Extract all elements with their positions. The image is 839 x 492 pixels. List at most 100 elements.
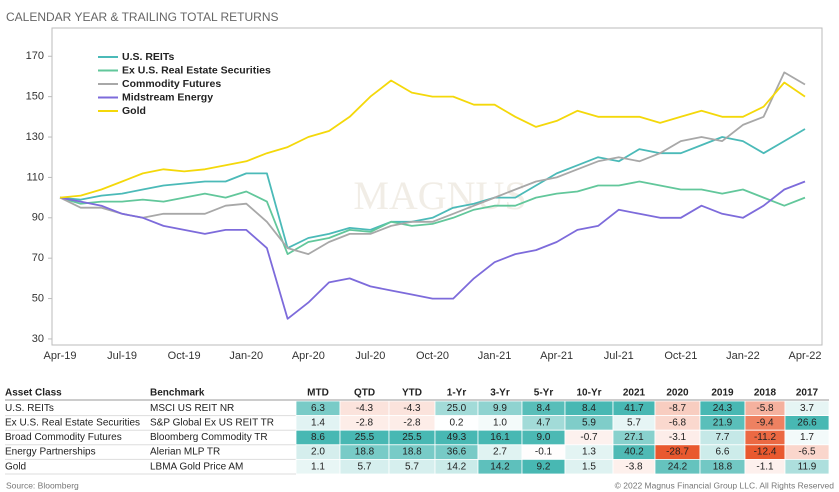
column-header: 5-Yr <box>534 388 554 399</box>
legend-label: Ex U.S. Real Estate Securities <box>122 64 271 76</box>
table-value: 40.2 <box>624 447 644 458</box>
x-tick-label: Jul-20 <box>355 350 385 362</box>
y-tick-label: 90 <box>32 212 44 224</box>
column-header: 10-Yr <box>576 388 601 399</box>
x-tick-label: Apr-22 <box>788 350 821 362</box>
legend-label: U.S. REITs <box>122 51 174 63</box>
asset-class: Gold <box>5 461 26 472</box>
asset-class: U.S. REITs <box>5 403 54 414</box>
y-tick-label: 50 <box>32 292 44 304</box>
series-line <box>59 71 806 255</box>
x-tick-label: Apr-19 <box>43 350 76 362</box>
series-line <box>59 79 806 199</box>
source: Source: Bloomberg <box>6 480 79 490</box>
benchmark: Alerian MLP TR <box>150 447 220 458</box>
x-tick-label: Apr-21 <box>540 350 573 362</box>
table-value: -1.1 <box>756 461 774 472</box>
table-value: -6.8 <box>669 418 687 429</box>
table-value: 9.0 <box>537 432 551 443</box>
page-title: CALENDAR YEAR & TRAILING TOTAL RETURNS <box>6 10 279 24</box>
column-header: 2020 <box>666 388 689 399</box>
y-tick-label: 110 <box>26 171 44 183</box>
table-value: 1.5 <box>582 461 596 472</box>
table-value: 4.7 <box>537 418 551 429</box>
table-value: -5.8 <box>756 403 774 414</box>
table-value: -2.8 <box>403 418 421 429</box>
table-value: 18.8 <box>402 447 422 458</box>
table-value: 1.3 <box>582 447 596 458</box>
x-tick-label: Apr-20 <box>292 350 325 362</box>
table-value: -3.1 <box>669 432 687 443</box>
benchmark: S&P Global Ex US REIT TR <box>150 418 274 429</box>
asset-class: Ex U.S. Real Estate Securities <box>5 418 140 429</box>
table-value: 7.7 <box>716 432 730 443</box>
table-value: -11.2 <box>754 432 776 443</box>
y-tick-label: 170 <box>26 50 44 62</box>
table-value: -2.8 <box>356 418 374 429</box>
table-value: 24.2 <box>668 461 688 472</box>
table-value: 14.2 <box>447 461 467 472</box>
x-tick-label: Jan-22 <box>726 350 760 362</box>
heat-cell <box>784 458 830 475</box>
table-value: 16.1 <box>490 432 510 443</box>
column-header: Asset Class <box>5 388 62 399</box>
plot-frame <box>51 27 823 346</box>
table-value: 9.9 <box>493 403 507 414</box>
x-tick-label: Oct-21 <box>664 350 697 362</box>
table-value: 5.7 <box>627 418 641 429</box>
x-tick-label: Jan-21 <box>478 350 512 362</box>
x-tick-label: Jan-20 <box>229 350 263 362</box>
table-value: -28.7 <box>666 447 689 458</box>
table-value: 5.9 <box>582 418 596 429</box>
legend-label: Commodity Futures <box>122 78 221 90</box>
x-tick-label: Oct-19 <box>168 350 201 362</box>
table-value: 8.6 <box>311 432 325 443</box>
legend-label: Gold <box>122 105 146 117</box>
column-header: QTD <box>354 388 375 399</box>
legend-label: Midstream Energy <box>122 91 213 103</box>
table-value: 26.6 <box>797 418 817 429</box>
column-header: 3-Yr <box>490 388 510 399</box>
table-value: 8.4 <box>537 403 551 414</box>
table-value: 14.2 <box>490 461 510 472</box>
table-value: 1.4 <box>311 418 325 429</box>
copyright: © 2022 Magnus Financial Group LLC. All R… <box>615 480 835 490</box>
table-value: 2.0 <box>311 447 325 458</box>
table-value: 24.3 <box>713 403 733 414</box>
column-header: YTD <box>402 388 422 399</box>
table-value: 5.7 <box>358 461 372 472</box>
y-tick-label: 70 <box>32 252 44 264</box>
table-value: -0.1 <box>535 447 553 458</box>
series-line <box>59 128 806 249</box>
table-value: -9.4 <box>756 418 774 429</box>
table-value: 18.8 <box>355 447 375 458</box>
y-tick-label: 130 <box>26 131 44 143</box>
table-value: -8.7 <box>669 403 687 414</box>
table-value: 8.4 <box>582 403 596 414</box>
x-tick-label: Oct-20 <box>416 350 449 362</box>
table-value: 6.3 <box>311 403 325 414</box>
table-value: -12.4 <box>754 447 777 458</box>
x-tick-label: Jul-21 <box>604 350 634 362</box>
table-value: 1.0 <box>493 418 507 429</box>
table-value: 1.7 <box>800 432 814 443</box>
series-line <box>59 180 806 320</box>
table-value: 2.7 <box>493 447 507 458</box>
table-value: 1.1 <box>311 461 325 472</box>
table-value: 41.7 <box>624 403 644 414</box>
column-header: MTD <box>307 388 329 399</box>
asset-class: Energy Partnerships <box>5 447 96 458</box>
table-value: 6.6 <box>716 447 730 458</box>
table-value: 9.2 <box>537 461 551 472</box>
table-value: 25.0 <box>447 403 467 414</box>
table-value: -4.3 <box>356 403 374 414</box>
table-value: 18.8 <box>713 461 733 472</box>
table-value: 25.5 <box>402 432 422 443</box>
table-value: 11.9 <box>798 461 817 472</box>
column-header: 1-Yr <box>447 388 467 399</box>
table-value: 36.6 <box>447 447 467 458</box>
asset-class: Broad Commodity Futures <box>5 432 122 443</box>
column-header: 2021 <box>623 388 646 399</box>
table-value: -0.7 <box>580 432 598 443</box>
